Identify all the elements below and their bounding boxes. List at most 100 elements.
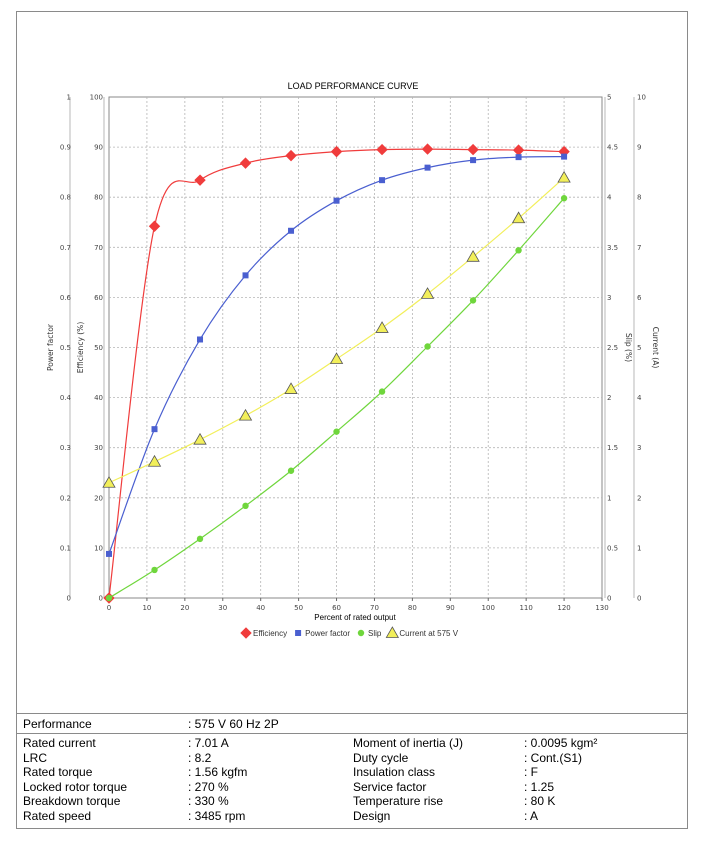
power-factor-point <box>333 197 340 204</box>
power-factor-point <box>288 227 295 234</box>
efficiency-point <box>148 220 161 232</box>
current-at-575-v-point <box>466 250 480 262</box>
current-at-575-v-point <box>557 170 571 183</box>
power-factor-point <box>106 550 112 557</box>
spec-value: : 80 K <box>524 794 556 808</box>
spec-label: Moment of inertia (J) <box>353 736 464 750</box>
x-tick-label: 40 <box>256 604 265 612</box>
efficiency-point <box>239 157 252 169</box>
slip-point <box>196 535 204 543</box>
spec-label: LRC <box>23 750 48 765</box>
spec-label: Service factor <box>353 779 427 794</box>
spec-label: Duty cycle <box>353 750 409 765</box>
efficiency-tick-label: 90 <box>94 144 103 152</box>
current-tick-label: 10 <box>637 94 646 102</box>
plot-area <box>108 96 603 599</box>
legend-marker-power-factor <box>295 630 302 636</box>
slip-tick-label: 3 <box>607 294 611 302</box>
current-tick-label: 0 <box>637 595 641 603</box>
power-factor-curve <box>108 156 565 555</box>
power_factor-tick-label: 0 <box>67 595 71 603</box>
x-tick-label: 60 <box>332 604 341 612</box>
current-at-575-v-point <box>147 454 162 467</box>
slip-tick-label: 2 <box>607 394 611 402</box>
slip-point <box>378 388 386 395</box>
current-tick-label: 2 <box>637 494 641 502</box>
power-factor-point <box>561 153 568 160</box>
slip-point <box>560 195 568 202</box>
x-tick-label: 90 <box>446 604 455 612</box>
power_factor-tick-label: 0.2 <box>60 494 71 502</box>
efficiency-point <box>376 143 388 156</box>
legend-label-slip: Slip <box>368 629 382 638</box>
slip-curve <box>108 197 565 599</box>
slip-point <box>469 297 477 304</box>
spec-label: Temperature rise <box>353 794 444 808</box>
spec-value: : 7.01 A <box>188 736 229 750</box>
efficiency-tick-label: 70 <box>94 244 103 252</box>
efficiency-point <box>285 149 297 162</box>
efficiency-tick-label: 10 <box>94 544 103 552</box>
power_factor-tick-label: 0.7 <box>60 244 71 252</box>
slip-tick-label: 0.5 <box>607 544 618 552</box>
current-at-575-v-point <box>511 211 526 224</box>
power-factor-point <box>379 177 386 184</box>
slip-point <box>515 247 522 254</box>
efficiency-tick-label: 60 <box>94 294 103 302</box>
power-factor-point <box>470 157 477 164</box>
efficiency-tick-label: 100 <box>90 94 103 102</box>
chart-series <box>102 143 571 604</box>
x-tick-label: 20 <box>180 604 189 612</box>
power_factor-axis-title: Power factor <box>46 323 55 371</box>
power_factor-tick-label: 0.1 <box>60 544 71 552</box>
specifications-table: Rated current : 7.01 A LRC : 8.2 Rated t… <box>16 733 688 829</box>
current-at-575-v-point <box>329 352 344 364</box>
power-factor-point <box>515 154 522 161</box>
current-tick-label: 4 <box>637 394 642 402</box>
power-factor-point <box>197 336 204 343</box>
spec-value: : 330 % <box>188 794 229 808</box>
spec-label: Rated torque <box>23 765 93 779</box>
x-tick-label: 130 <box>595 604 608 612</box>
performance-row: Performance : 575 V 60 Hz 2P <box>16 713 688 733</box>
current-at-575-v-point <box>193 432 207 445</box>
slip-axis-title: Slip (%) <box>624 333 633 362</box>
spec-value: : Cont.(S1) <box>524 750 583 765</box>
current-tick-label: 9 <box>637 144 641 152</box>
power_factor-tick-label: 1 <box>67 94 71 102</box>
efficiency-tick-label: 30 <box>94 444 103 452</box>
efficiency-tick-label: 80 <box>94 194 103 202</box>
spec-value: : 1.56 kgfm <box>188 765 248 779</box>
spec-label: Design <box>353 808 391 823</box>
slip-tick-label: 4.5 <box>607 144 618 152</box>
performance-value: : 575 V 60 Hz 2P <box>188 717 279 731</box>
slip-point <box>287 467 295 474</box>
current-at-575-v-point <box>238 408 253 421</box>
slip-tick-label: 3.5 <box>607 244 618 252</box>
x-tick-label: 100 <box>482 604 495 612</box>
x-tick-label: 110 <box>519 604 532 612</box>
x-tick-label: 30 <box>218 604 227 612</box>
performance-label: Performance <box>23 717 92 731</box>
efficiency-point <box>330 145 343 158</box>
current-tick-label: 1 <box>637 544 641 552</box>
spec-label: Locked rotor torque <box>23 779 128 794</box>
power-factor-point <box>151 426 158 433</box>
efficiency-point <box>421 143 434 155</box>
power-factor-point <box>242 272 249 279</box>
slip-tick-label: 2.5 <box>607 344 618 352</box>
slip-point <box>242 502 249 510</box>
legend-label-power-factor: Power factor <box>305 629 350 638</box>
chart-title: LOAD PERFORMANCE CURVE <box>288 81 419 91</box>
efficiency-tick-label: 0 <box>99 595 103 603</box>
slip-tick-label: 1 <box>607 494 611 502</box>
power_factor-tick-label: 0.3 <box>60 444 71 452</box>
spec-value: : 8.2 <box>188 750 212 765</box>
power-factor-point <box>424 164 431 171</box>
efficiency-tick-label: 20 <box>94 494 103 502</box>
spec-value: : 270 % <box>188 779 229 794</box>
spec-value: : 1.25 <box>524 779 555 794</box>
slip-point <box>105 594 113 602</box>
x-tick-label: 50 <box>294 604 303 612</box>
slip-point <box>333 428 340 435</box>
